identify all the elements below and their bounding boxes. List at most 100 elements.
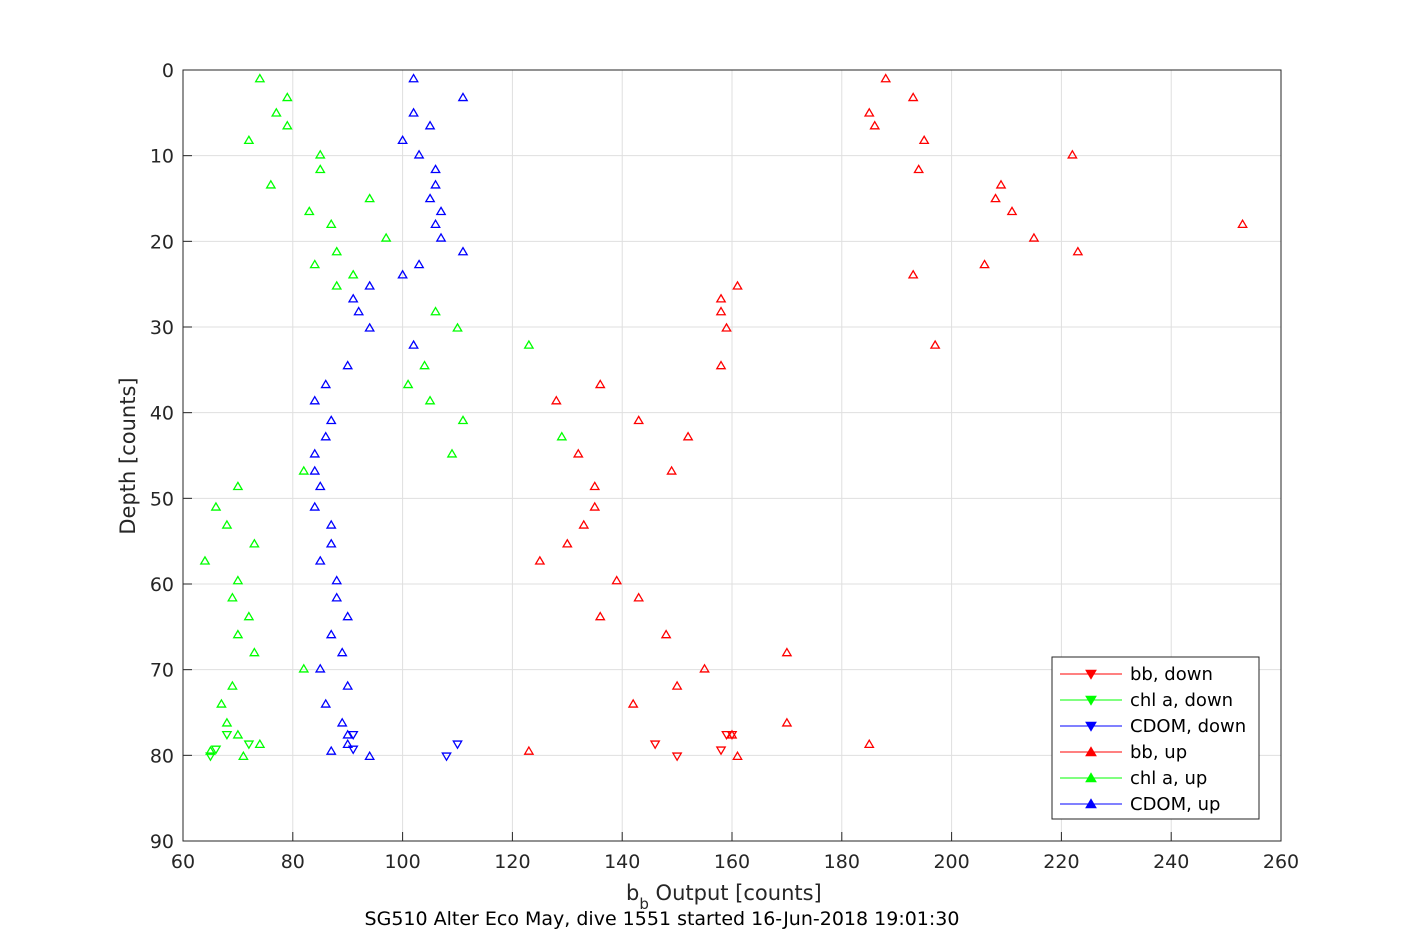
data-point-cdom-down <box>347 730 359 741</box>
legend-label-cdom-up: CDOM, up <box>1130 794 1220 815</box>
data-point-bb-up <box>578 519 590 529</box>
data-point-bb-up <box>611 575 623 585</box>
x-axis-label-main: b <box>626 881 639 905</box>
data-point-cdom-up <box>408 107 419 117</box>
data-point-chl-a-up <box>314 164 326 174</box>
data-point-chl-a-up <box>227 680 238 690</box>
data-point-cdom-up <box>430 164 441 174</box>
series-cdom-down <box>347 730 463 762</box>
data-point-chl-a-up <box>347 269 359 279</box>
x-tick-label: 120 <box>494 851 530 873</box>
data-point-chl-a-up <box>430 306 441 316</box>
data-point-cdom-up <box>435 232 447 242</box>
data-point-bb-up <box>1006 206 1018 216</box>
data-point-cdom-up <box>408 73 419 83</box>
data-point-bb-up <box>990 193 1001 203</box>
y-tick-label: 0 <box>162 60 174 82</box>
data-point-cdom-up <box>342 360 354 370</box>
data-point-cdom-up <box>325 415 337 425</box>
data-point-cdom-up <box>325 519 337 529</box>
data-point-cdom-up <box>413 259 425 269</box>
data-point-chl-a-up <box>446 448 458 458</box>
data-point-chl-a-up <box>325 218 337 229</box>
y-tick-label: 60 <box>150 574 174 596</box>
x-axis-label: bb Output [counts] <box>626 881 822 913</box>
legend-box <box>1051 656 1260 820</box>
data-point-bb-up <box>880 73 892 83</box>
data-point-bb-up <box>523 745 535 755</box>
data-point-chl-a-up <box>314 149 326 159</box>
data-point-cdom-up <box>364 322 375 332</box>
data-point-bb-up <box>781 717 793 727</box>
series-cdom-up <box>309 73 469 760</box>
data-point-bb-up <box>534 555 546 565</box>
data-point-cdom-up <box>309 465 321 475</box>
data-point-bb-up <box>863 738 875 748</box>
data-point-chl-a-up <box>210 501 222 511</box>
data-point-chl-a-up <box>270 107 282 117</box>
data-point-bb-down <box>715 746 727 756</box>
data-point-cdom-up <box>413 149 425 159</box>
x-tick-label: 140 <box>604 851 640 873</box>
data-point-bb-up <box>594 611 606 621</box>
data-point-chl-a-up <box>265 179 277 189</box>
data-point-cdom-up <box>457 92 469 102</box>
data-point-cdom-up <box>325 745 337 755</box>
x-tick-label: 220 <box>1043 851 1079 873</box>
data-point-bb-down <box>649 740 661 750</box>
y-tick-label: 40 <box>150 403 174 425</box>
data-point-bb-up <box>572 448 584 458</box>
data-point-bb-up <box>627 698 639 708</box>
data-point-chl-a-up <box>331 246 343 256</box>
x-tick-label: 60 <box>171 851 195 873</box>
y-tick-label: 90 <box>150 831 174 853</box>
data-point-cdom-up <box>435 206 447 216</box>
data-point-bb-up <box>929 339 941 349</box>
data-point-chl-a-up <box>249 647 260 657</box>
data-point-cdom-up <box>353 306 365 316</box>
data-point-chl-a-up <box>221 717 233 727</box>
data-point-cdom-up <box>342 680 354 690</box>
x-tick-label: 200 <box>933 851 969 873</box>
data-point-cdom-up <box>309 395 321 405</box>
data-point-bb-up <box>732 750 743 760</box>
legend-label-bb-up: bb, up <box>1130 742 1187 763</box>
data-point-cdom-up <box>430 218 441 229</box>
x-tick-label: 240 <box>1153 851 1189 873</box>
data-point-chl-a-up <box>254 73 266 83</box>
data-point-chl-a-up <box>238 750 249 760</box>
data-point-chl-a-up <box>281 92 293 102</box>
data-point-cdom-up <box>347 293 359 303</box>
data-point-bb-up <box>550 395 562 405</box>
data-point-chl-a-up <box>199 555 211 565</box>
data-point-bb-up <box>715 360 727 370</box>
data-point-chl-a-up <box>452 322 463 332</box>
data-point-chl-a-up <box>232 481 244 491</box>
data-point-cdom-up <box>457 246 469 256</box>
data-point-bb-up <box>660 629 672 639</box>
series-bb-up <box>523 73 1248 760</box>
y-tick-label: 50 <box>150 488 174 510</box>
data-point-cdom-up <box>424 193 436 203</box>
data-point-cdom-up <box>320 379 332 389</box>
data-point-bb-up <box>589 481 601 491</box>
data-point-chl-a-up <box>424 395 436 405</box>
legend-marker-bb-down <box>1085 669 1097 680</box>
data-point-cdom-down <box>441 752 452 762</box>
data-point-chl-a-up <box>232 575 244 585</box>
y-tick-label: 10 <box>150 146 174 168</box>
data-point-cdom-down <box>347 745 359 755</box>
x-tick-label: 260 <box>1263 851 1299 873</box>
data-point-cdom-up <box>309 448 321 458</box>
data-point-bb-up <box>633 415 645 425</box>
data-point-bb-up <box>561 538 573 548</box>
data-point-cdom-up <box>336 717 348 727</box>
data-point-chl-a-down <box>205 752 216 762</box>
ticks: 60 80 100 120 140 160 180 200 220 240 260 0 10 20 30 40… <box>150 60 1299 873</box>
data-point-bb-up <box>1028 232 1040 242</box>
data-point-chl-a-up <box>457 415 469 425</box>
series-chl-a-up <box>199 73 568 760</box>
x-tick-label: 180 <box>824 851 860 873</box>
data-point-bb-up <box>907 92 919 102</box>
